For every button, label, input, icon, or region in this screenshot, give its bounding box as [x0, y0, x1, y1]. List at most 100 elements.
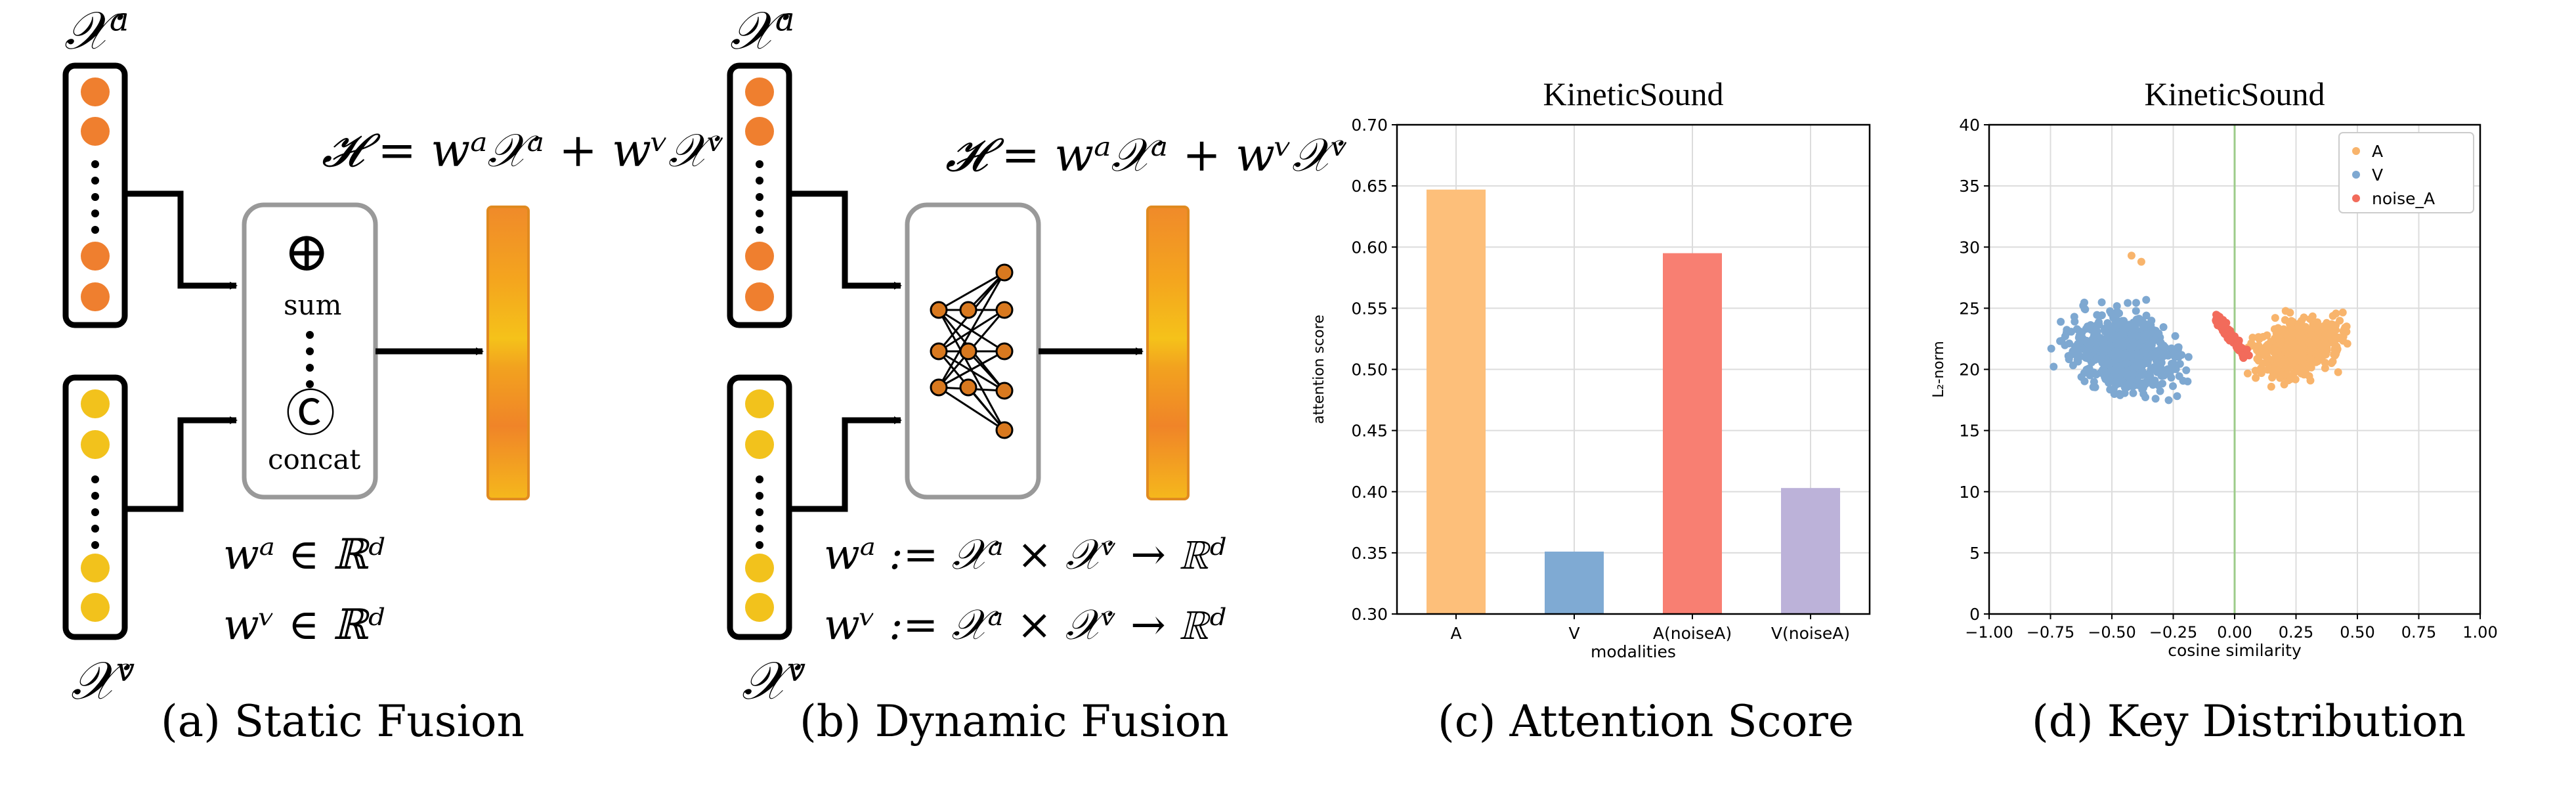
scatter-point-a	[2311, 332, 2319, 341]
x-tick-label: −0.25	[2149, 623, 2198, 642]
x-tick-label: 0.25	[2279, 623, 2313, 642]
xv-label-b: 𝒳v	[742, 650, 806, 711]
scatter-point-v	[2074, 339, 2082, 348]
equation-a: 𝓗 = wᵃ𝒳ᵃ + wᵛ𝒳ᵛ	[322, 123, 725, 177]
scatter-point-a	[2127, 252, 2136, 260]
y-tick-label: 0.65	[1351, 177, 1388, 196]
scatter-point-a	[2296, 352, 2304, 361]
scatter-point-a	[2273, 366, 2282, 374]
x-tick-label: −0.50	[2088, 623, 2136, 642]
scatter-point-v	[2099, 345, 2107, 354]
scatter-point-v	[2142, 355, 2151, 363]
scatter-point-v	[2175, 372, 2183, 380]
y-tick-label: 0	[1969, 605, 1980, 624]
scatter-point-a	[2253, 355, 2262, 363]
scatter-point-v	[2112, 363, 2120, 372]
plot-frame	[1396, 123, 1871, 615]
scatter-point-v	[2129, 369, 2137, 378]
bar-vnoisea	[1781, 488, 1840, 614]
scatter-point-a	[2281, 316, 2289, 324]
scatter-point-noise-a	[2212, 316, 2220, 324]
scatter-point-v	[2167, 344, 2176, 353]
scatter-point-a	[2320, 338, 2329, 346]
scatter-point-a	[2307, 324, 2315, 333]
scatter-point-v	[2122, 359, 2130, 368]
scatter-point-a	[2341, 323, 2350, 332]
scatter-point-v	[2083, 322, 2092, 331]
scatter-point-v	[2101, 328, 2109, 336]
scatter-point-v	[2097, 311, 2106, 320]
scatter-point-a	[2295, 326, 2304, 334]
wv-formula-b: wᵛ := 𝒳ᵃ × 𝒳ᵛ → ℝᵈ	[824, 601, 1226, 649]
scatter-point-v	[2142, 311, 2151, 320]
y-tick-label: 0.45	[1351, 422, 1388, 441]
scatter-point-a	[2306, 347, 2315, 356]
scatter-point-a	[2332, 321, 2340, 330]
x-axis-label: cosine similarity	[2168, 641, 2302, 660]
scatter-point-a	[2338, 308, 2347, 317]
scatter-point-v	[2133, 357, 2141, 365]
scatter-point-v	[2109, 313, 2118, 322]
bar-anoisea	[1663, 253, 1722, 614]
y-axis-label: L₂-norm	[1931, 341, 1947, 398]
scatter-point-v	[2147, 327, 2155, 336]
bar-a	[1427, 189, 1486, 614]
scatter-point-v	[2157, 360, 2165, 368]
scatter-point-a	[2281, 356, 2289, 364]
x-tick-label: −0.75	[2027, 623, 2075, 642]
audio-token-dots-a	[81, 77, 110, 311]
attention-score-chart: 0.30 0.35 0.40 0.45 0.50 0.55 0.60 0.65 0.70 A V A(…	[1311, 76, 1871, 661]
y-axis-label: attention score	[1311, 315, 1327, 424]
scatter-point-v	[2085, 345, 2093, 353]
scatter-point-v	[2120, 339, 2129, 347]
scatter-point-v	[2099, 366, 2108, 374]
audio-arrow-a	[125, 190, 238, 290]
bar-v	[1545, 552, 1604, 614]
scatter-point-v	[2047, 344, 2055, 353]
scatter-point-v	[2093, 328, 2101, 336]
chart-title: KineticSound	[2145, 76, 2325, 112]
scatter-point-a	[2319, 322, 2328, 330]
scatter-point-a	[2321, 364, 2329, 372]
y-tick-label: 0.40	[1351, 483, 1388, 502]
y-tick-label: 25	[1959, 299, 1980, 318]
scatter-point-a	[2273, 357, 2282, 366]
scatter-point-v	[2153, 349, 2161, 358]
x-tick-label: 0.00	[2217, 623, 2252, 642]
visual-token-dots-b	[745, 389, 774, 622]
equation-b: 𝓗 = wᵃ𝒳ᵃ + wᵛ𝒳ᵛ	[945, 128, 1349, 182]
scatter-point-v	[2122, 370, 2131, 379]
y-tick-label: 0.35	[1351, 544, 1388, 563]
x-tick-label: V	[1568, 624, 1579, 643]
scatter-point-v	[2050, 362, 2058, 371]
scatter-point-a	[2328, 330, 2336, 338]
scatter-point-v	[2090, 368, 2098, 377]
scatter-point-a	[2319, 350, 2327, 359]
caption-b: (b) Dynamic Fusion	[800, 696, 1229, 747]
visual-token-dots-a	[81, 389, 110, 622]
series-a-points	[2127, 252, 2351, 391]
scatter-point-a	[2262, 341, 2271, 350]
wa-formula-b: wᵃ := 𝒳ᵃ × 𝒳ᵛ → ℝᵈ	[824, 531, 1226, 579]
audio-ellipsis-a	[91, 160, 99, 234]
scatter-point-v	[2067, 328, 2076, 336]
scatter-point-a	[2276, 339, 2285, 348]
panel-b-dynamic-fusion	[727, 62, 1190, 640]
scatter-point-v	[2171, 332, 2179, 340]
scatter-point-a	[2251, 366, 2260, 375]
scatter-point-a	[2297, 342, 2306, 351]
scatter-point-v	[2072, 351, 2081, 360]
scatter-point-v	[2119, 326, 2128, 335]
visual-arrow-a	[125, 416, 238, 512]
y-tick-label: 0.30	[1351, 605, 1388, 624]
scatter-point-a	[2252, 374, 2260, 382]
y-tick-label: 40	[1959, 116, 1980, 135]
y-tick-label: 30	[1959, 238, 1980, 257]
wv-formula-a: wᵛ ∈ ℝᵈ	[223, 601, 385, 649]
visual-ellipsis-b	[756, 475, 763, 549]
scatter-point-a	[2270, 348, 2279, 357]
scatter-point-v	[2089, 383, 2097, 391]
y-tick-label: 10	[1959, 483, 1980, 502]
